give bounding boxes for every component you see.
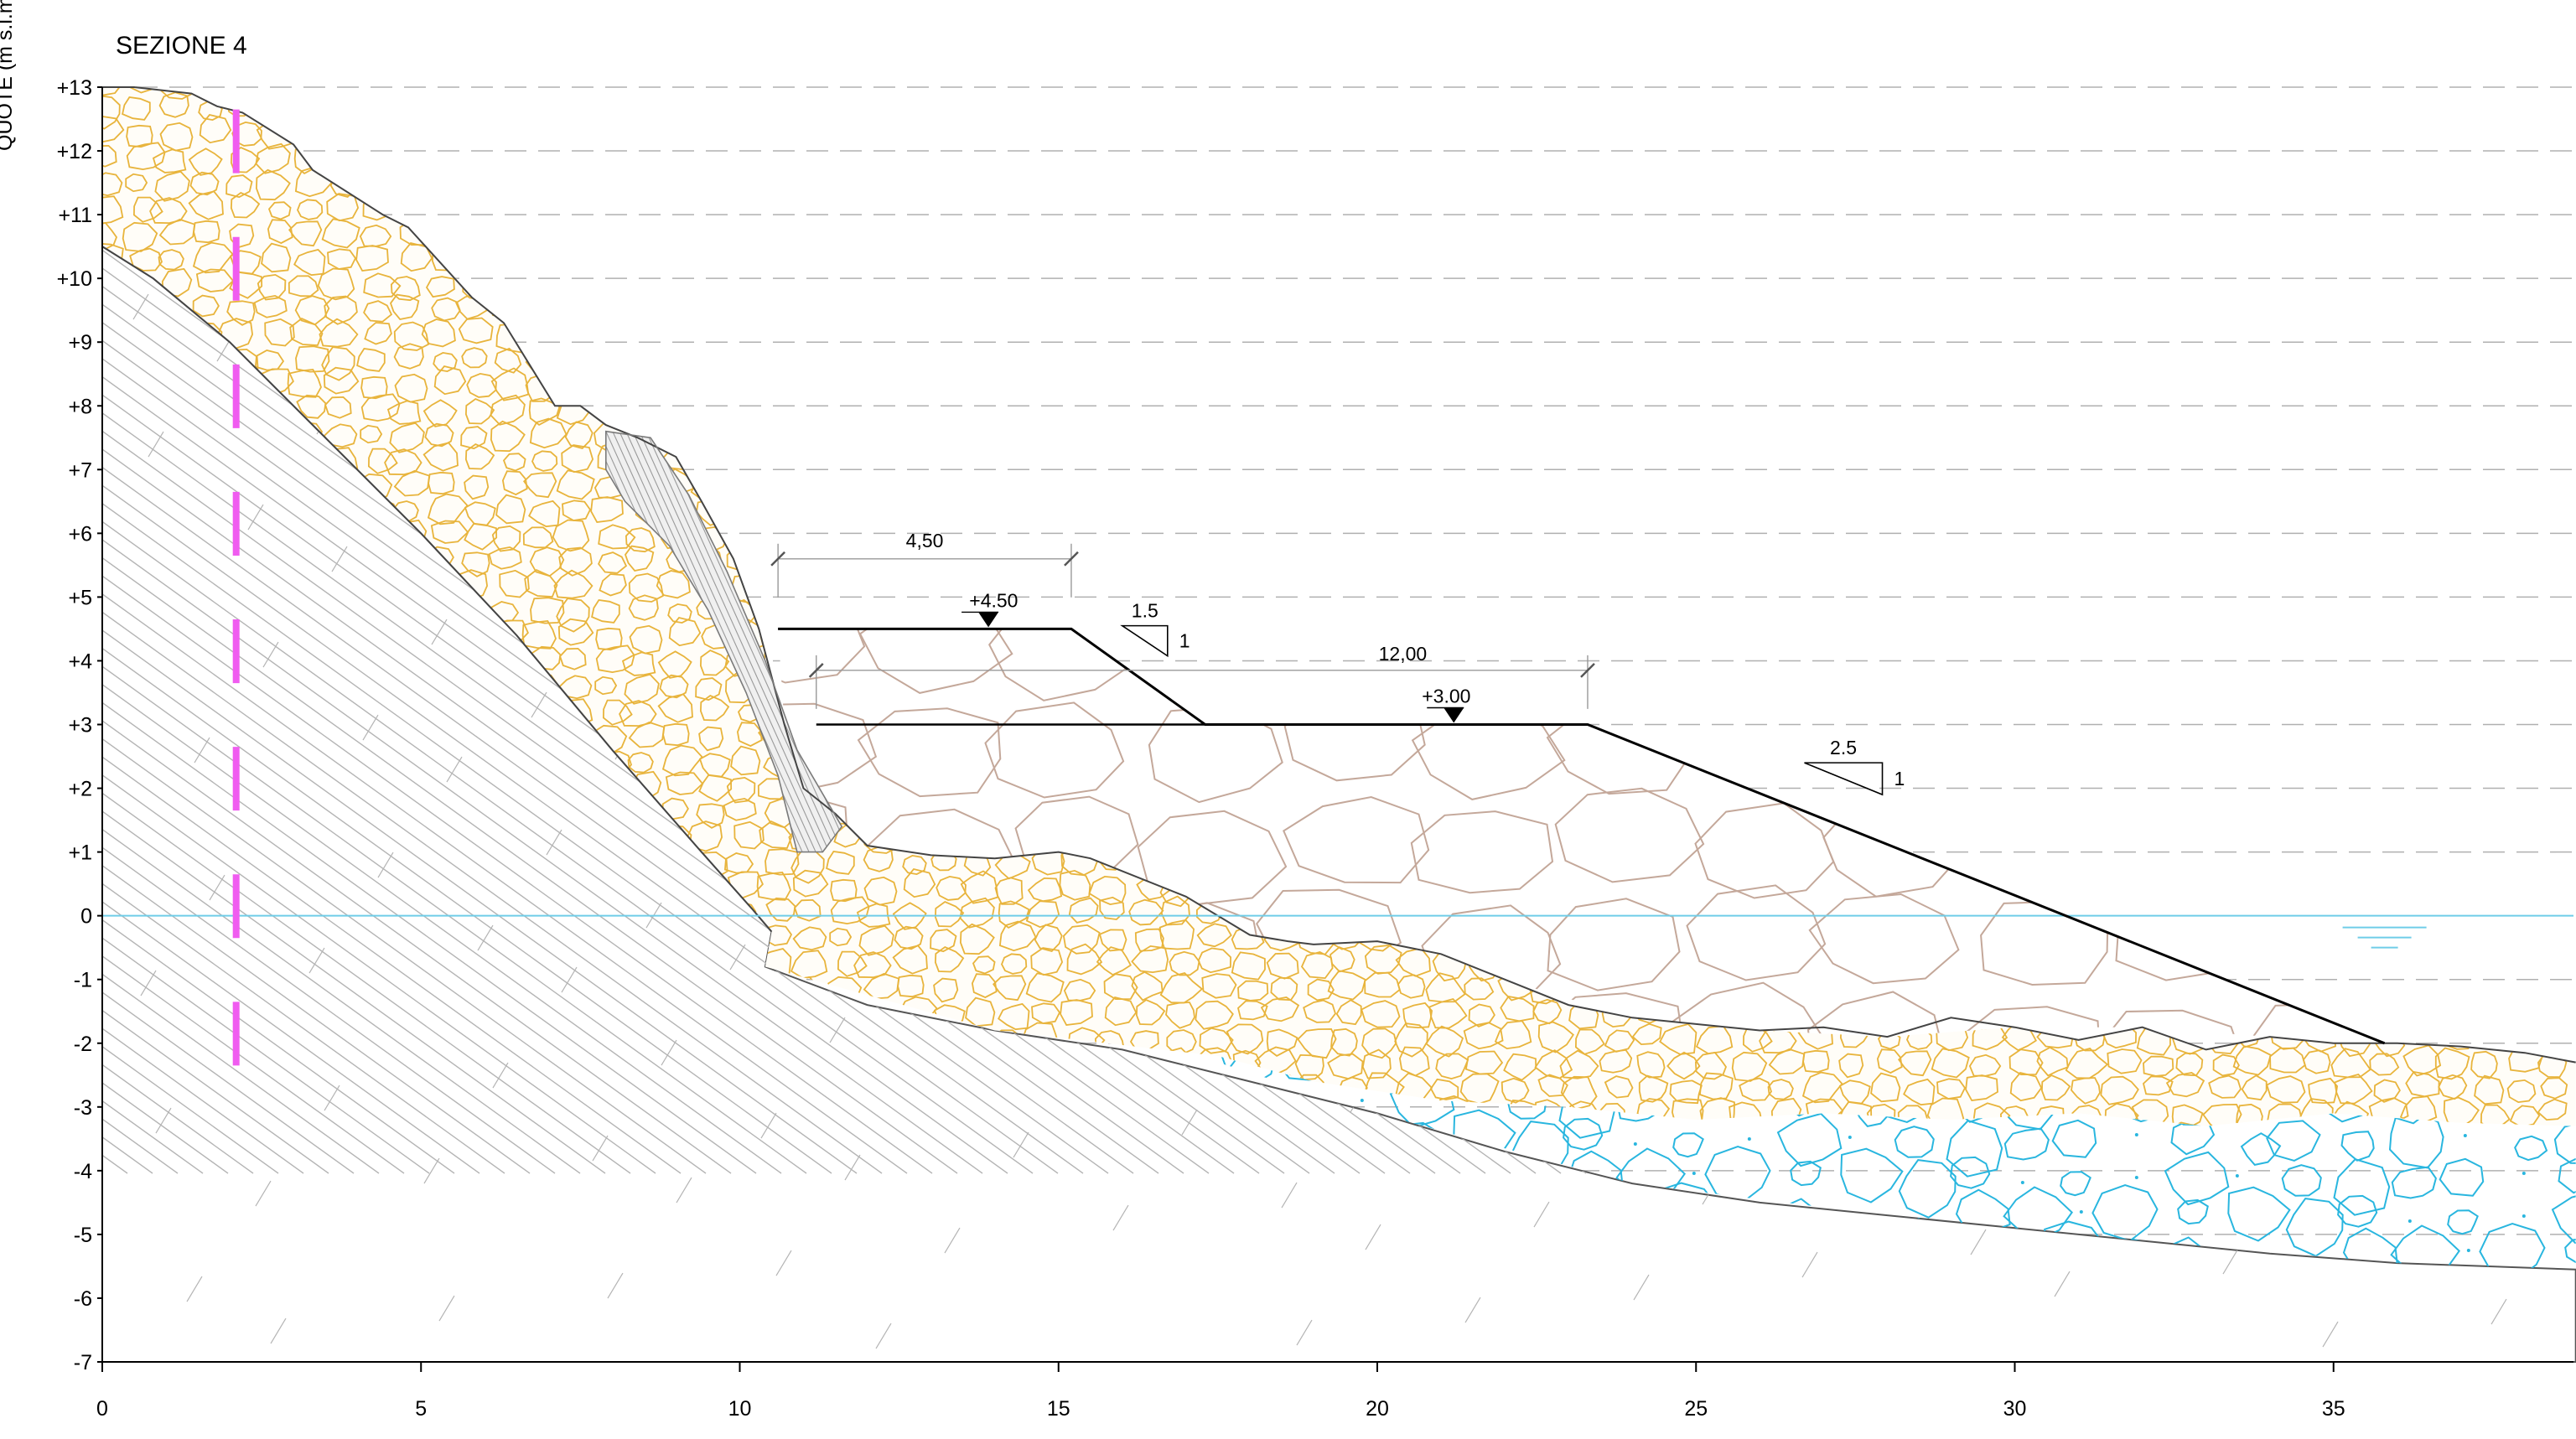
x-tick-label: 5: [415, 1397, 427, 1421]
y-tick-label: 0: [80, 905, 92, 929]
y-tick-label: -6: [74, 1287, 92, 1311]
x-tick-label: 0: [96, 1397, 108, 1421]
y-tick-label: +11: [58, 204, 92, 227]
top-width-dimension: 4,50: [906, 530, 944, 551]
y-tick-label: +2: [68, 778, 92, 801]
level-triangle-icon: [1443, 708, 1464, 723]
x-tick-label: 35: [2322, 1397, 2345, 1421]
y-tick-label: +3: [68, 714, 92, 738]
y-tick-label: +4: [68, 650, 92, 673]
y-tick-label: +8: [68, 395, 92, 418]
slope-triangle-icon: [1805, 763, 1883, 795]
slope-triangle-icon: [1122, 626, 1168, 656]
y-tick-label: +9: [68, 331, 92, 355]
outer-slope-vertical: 1: [1894, 768, 1905, 789]
x-tick-label: 10: [728, 1397, 752, 1421]
water-level-symbol-icon: [2343, 928, 2427, 948]
y-tick-label: +12: [57, 140, 92, 163]
y-tick-label: -5: [74, 1224, 92, 1247]
x-tick-label: 30: [2003, 1397, 2027, 1421]
y-tick-label: +5: [68, 586, 92, 609]
top-berm-level: +4.50: [969, 589, 1018, 611]
y-tick-label: -1: [74, 969, 92, 992]
y-tick-label: -2: [74, 1033, 92, 1056]
y-tick-label: -7: [74, 1351, 92, 1374]
y-tick-label: +10: [57, 267, 92, 291]
y-tick-label: -4: [74, 1160, 92, 1183]
lower-berm-level: +3.00: [1422, 686, 1470, 707]
y-tick-label: +6: [68, 522, 92, 546]
vertical-axis-caption: QUOTE (m s.l.m.): [0, 0, 17, 151]
y-tick-label: +7: [68, 458, 92, 482]
section-title: SEZIONE 4: [116, 32, 247, 60]
x-tick-label: 20: [1366, 1397, 1389, 1421]
upper-slope-horizontal: 1.5: [1132, 600, 1158, 622]
berm-width-dimension: 12,00: [1379, 643, 1428, 665]
y-tick-label: +13: [57, 76, 92, 100]
y-tick-label: -3: [74, 1096, 92, 1120]
upper-slope-vertical: 1: [1179, 630, 1190, 652]
y-tick-label: +1: [68, 841, 92, 865]
x-tick-label: 25: [1684, 1397, 1708, 1421]
x-tick-label: 15: [1047, 1397, 1070, 1421]
level-triangle-icon: [978, 612, 998, 627]
outer-slope-horizontal: 2.5: [1830, 737, 1857, 758]
